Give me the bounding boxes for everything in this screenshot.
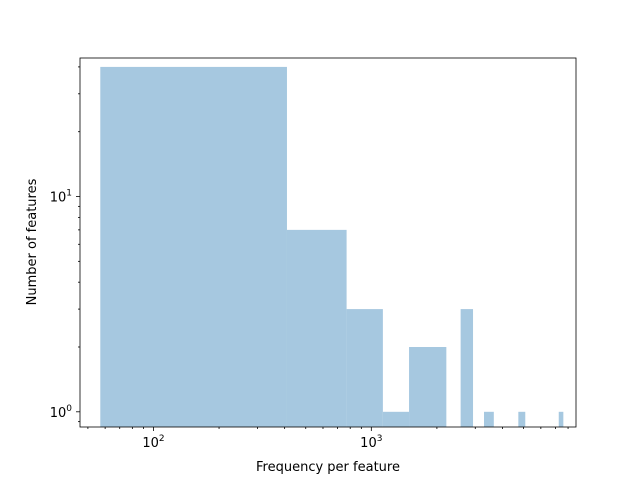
major-ticks: 102 103 100 101 [50,189,383,451]
x-axis-label: Frequency per feature [256,460,400,475]
histogram-bar-6 [484,411,494,427]
y-tick-label: 101 [50,189,72,206]
histogram-bar-0 [100,66,287,427]
histogram-bar-1 [286,229,347,427]
histogram-bar-7 [518,411,526,427]
histogram-bar-2 [346,309,383,427]
histogram-bar-4 [409,347,447,427]
x-tick-label: 103 [360,434,382,451]
histogram-bar-5 [460,309,474,427]
histogram-bar-8 [558,411,564,427]
bars-group [100,66,564,427]
x-tick-label: 102 [142,434,164,451]
histogram-bar-3 [382,411,410,427]
y-axis-label: Number of features [25,178,40,305]
y-tick-label: 100 [50,404,73,421]
plot-frame [79,57,577,428]
